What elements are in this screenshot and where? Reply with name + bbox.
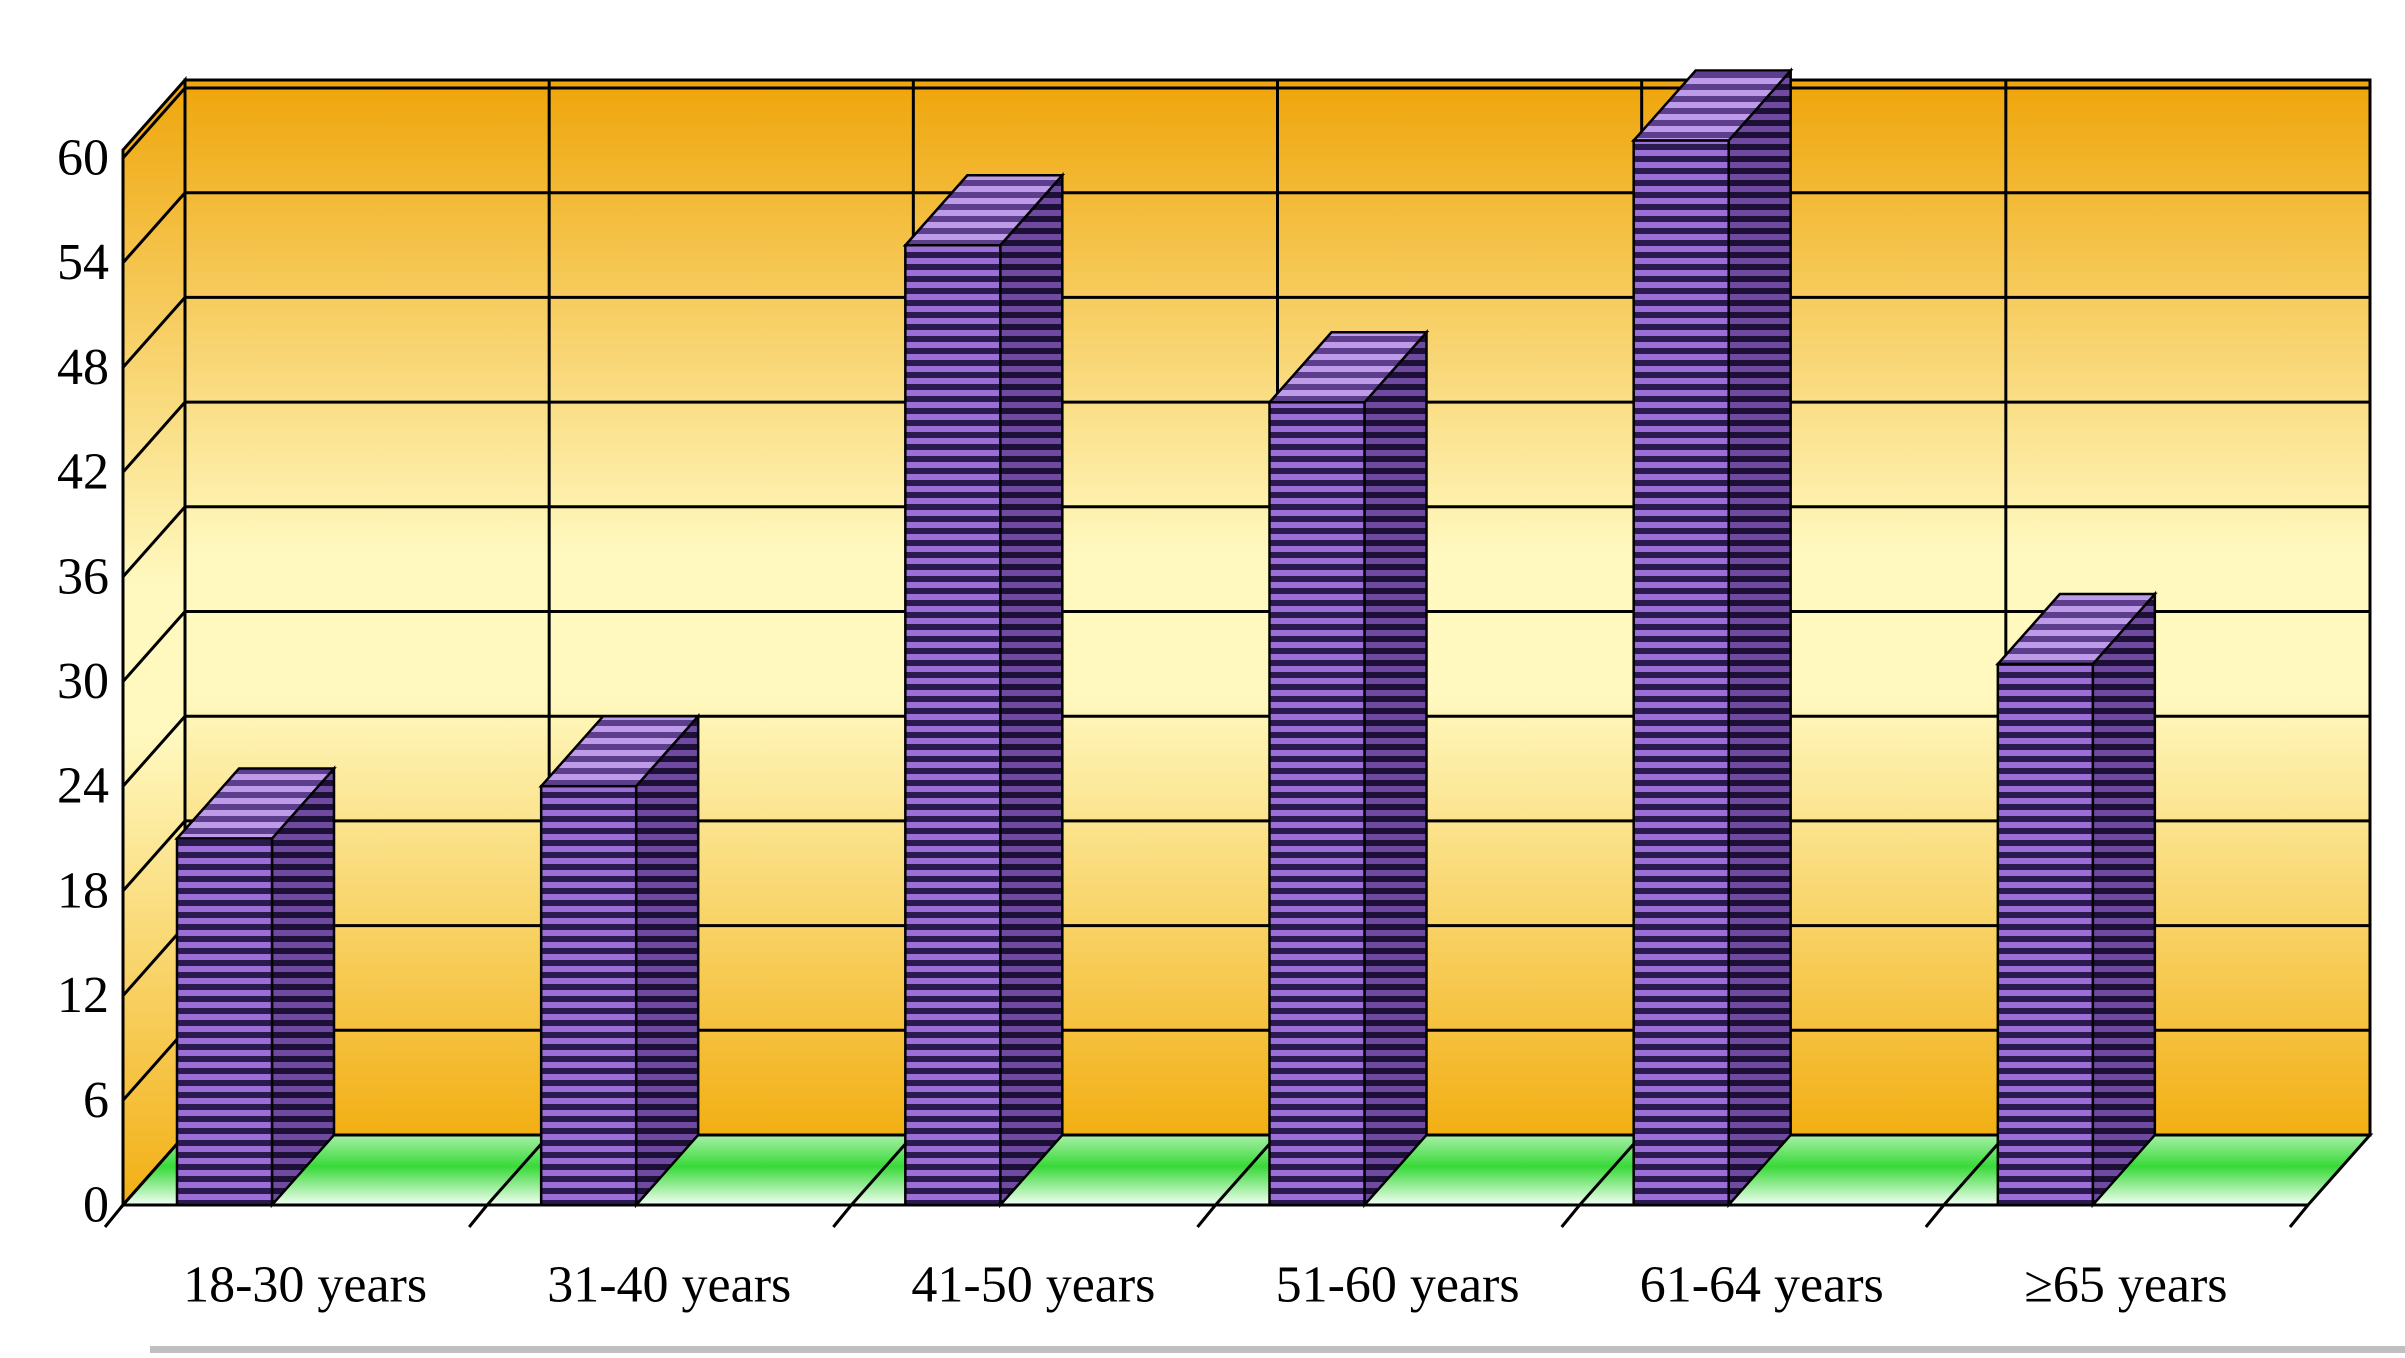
bar-front-face: [904, 244, 1002, 1207]
bar-side-face: [999, 171, 1064, 1209]
x-category-label: ≥65 years: [2024, 1257, 2227, 1314]
bar-31-40-years: [538, 712, 701, 1209]
x-axis-tick: [1196, 1204, 1217, 1228]
x-axis-tick: [1560, 1204, 1581, 1228]
floor-separator: [486, 1134, 551, 1206]
y-axis-tick: [121, 191, 187, 264]
x-category-label: 31-40 years: [547, 1257, 791, 1314]
floor-separator: [850, 1134, 915, 1206]
y-axis-tick: [121, 610, 187, 683]
floor-separators: [103, 1134, 2310, 1228]
y-axis-label: 36: [57, 548, 109, 605]
y-axis-label: 0: [83, 1177, 109, 1234]
y-axis-label: 48: [57, 339, 109, 396]
x-axis-tick: [103, 1204, 125, 1228]
y-axis-label: 18: [57, 862, 109, 919]
bar-41-50-years: [902, 171, 1066, 1209]
y-axis-label: 24: [57, 758, 109, 815]
y-axis-label: 54: [57, 234, 109, 291]
bar-61-64-years: [1630, 67, 1794, 1209]
floor-separator: [1578, 1134, 1643, 1206]
y-axis-label: 42: [57, 444, 109, 501]
bar-51-60-years: [1266, 329, 1430, 1209]
bar-front-face: [539, 784, 638, 1207]
bar-side-face: [634, 712, 700, 1209]
bar-side-face: [270, 765, 336, 1209]
y-axis-tick: [121, 296, 187, 369]
bar--65-years: [1995, 590, 2158, 1209]
chart-left-wall: [121, 76, 187, 1209]
y-axis-label: 12: [57, 967, 109, 1024]
x-category-label: 18-30 years: [183, 1257, 427, 1314]
x-axis-tick: [1924, 1204, 1945, 1228]
y-axis-tick: [121, 505, 187, 578]
floor-separator: [1942, 1134, 2007, 1206]
y-axis-tick: [121, 401, 187, 474]
y-axis-label: 30: [57, 653, 109, 710]
bar-front-face: [175, 837, 274, 1207]
y-axis-tick: [121, 924, 187, 997]
bar-front-face: [1268, 401, 1366, 1207]
x-axis-tick: [832, 1204, 853, 1228]
y-axis-labels: 0 6 12 18 24 30 36 42 48 54 60: [57, 130, 109, 1234]
bottom-shadow-line: [150, 1346, 2405, 1353]
x-category-label: 61-64 years: [1640, 1257, 1884, 1314]
x-category-label: 51-60 years: [1276, 1257, 1520, 1314]
x-axis-tick: [2288, 1204, 2310, 1228]
bar-front-face: [1632, 139, 1730, 1207]
bar-side-face: [1727, 67, 1792, 1209]
y-axis-tick: [121, 715, 187, 788]
y-axis-label: 60: [57, 130, 109, 187]
y-axis-tick: [121, 1029, 187, 1102]
y-axis-tick: [121, 87, 187, 159]
y-axis-tick: [121, 819, 187, 892]
y-axis-label: 6: [83, 1072, 109, 1129]
floor-separator: [1214, 1134, 1279, 1206]
bar-side-face: [2091, 590, 2157, 1209]
bar-18-30-years: [174, 765, 337, 1209]
bar-side-face: [1363, 329, 1428, 1209]
bar-front-face: [1996, 662, 2095, 1207]
x-category-label: 41-50 years: [911, 1257, 1155, 1314]
x-axis-labels: 18-30 years 31-40 years 41-50 years 51-60 y…: [183, 1257, 2227, 1314]
x-axis-tick: [468, 1204, 489, 1228]
